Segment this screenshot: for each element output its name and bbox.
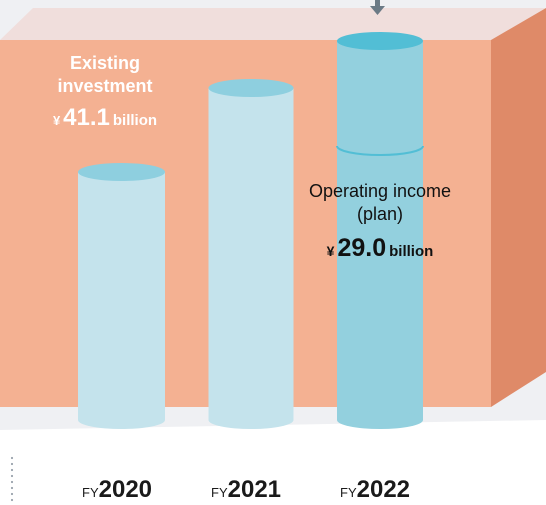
operating-income-label: Operating income (plan) ¥29.0 billion	[260, 180, 500, 264]
existing-investment-currency: ¥	[52, 113, 61, 128]
cylinder-body-2020	[78, 172, 165, 420]
category-year: 2020	[98, 476, 153, 503]
divider-dot	[10, 468, 14, 472]
existing-investment-value: 41.1	[63, 104, 110, 131]
cylinder-cap-2020	[78, 163, 165, 181]
category-prefix: FY	[211, 485, 228, 500]
divider-dot	[10, 456, 14, 460]
category-label-2020: FY2020	[82, 476, 152, 504]
category-year: 2022	[356, 476, 411, 503]
operating-income-value: 29.0	[337, 234, 387, 262]
divider-dot	[10, 462, 14, 466]
category-label-2021: FY2021	[211, 476, 281, 504]
divider-dot	[10, 486, 14, 490]
existing-investment-line2: investment	[57, 75, 153, 96]
dotted-divider	[10, 456, 14, 502]
operating-income-currency: ¥	[326, 243, 335, 259]
category-year: 2021	[227, 476, 282, 503]
category-label-2022: FY2022	[340, 476, 410, 504]
existing-investment-line1: Existing	[69, 53, 140, 73]
cylinder-base-2020	[78, 411, 165, 429]
operating-income-line2: (plan)	[356, 203, 404, 224]
existing-investment-value-row: ¥41.1 billion	[20, 103, 190, 133]
existing-investment-unit: billion	[112, 112, 158, 129]
category-prefix: FY	[340, 485, 357, 500]
existing-investment-label: Existing investment ¥41.1 billion	[20, 52, 190, 133]
cylinder-body-2021	[208, 88, 294, 420]
cylinder-cap-2022	[337, 32, 423, 50]
operating-income-line1: Operating income	[308, 181, 452, 201]
divider-dot	[10, 474, 14, 478]
cylinder-cap-2021	[208, 79, 294, 97]
arrow-head	[370, 6, 385, 15]
operating-income-value-row: ¥29.0 billion	[260, 233, 500, 264]
divider-dot	[10, 480, 14, 484]
divider-dot	[10, 498, 14, 502]
cylinder-base-2022	[337, 411, 423, 429]
investment-slab-top	[0, 8, 546, 40]
cylinder-base-2021	[208, 411, 294, 429]
arrow-shaft	[375, 0, 380, 7]
category-prefix: FY	[82, 485, 99, 500]
investment-slab-side	[491, 8, 546, 407]
cylinder-segment-line-2022	[336, 145, 424, 156]
divider-dot	[10, 492, 14, 496]
operating-income-unit: billion	[389, 243, 434, 260]
cylinder-body-2022	[337, 41, 423, 420]
cylinder-bars	[78, 32, 424, 429]
